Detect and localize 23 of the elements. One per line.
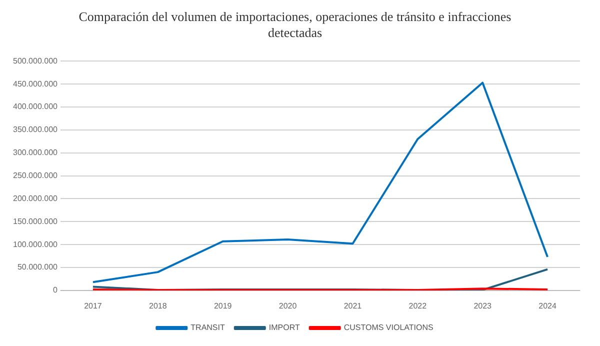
x-tick-label: 2020 (278, 301, 298, 310)
x-tick-label: 2018 (149, 301, 168, 310)
legend-label: TRANSIT (190, 323, 225, 332)
legend-label: CUSTOMS VIOLATIONS (344, 323, 434, 332)
y-tick-label: 200.000.000 (12, 194, 58, 203)
y-tick-label: 350.000.000 (12, 125, 58, 134)
x-tick-label: 2022 (408, 301, 428, 310)
y-tick-label: 250.000.000 (12, 171, 58, 180)
y-tick-label: 400.000.000 (12, 102, 58, 112)
y-tick-label: 0 (53, 286, 58, 295)
y-tick-label: 50.000.000 (17, 262, 58, 272)
x-tick-label: 2021 (344, 301, 362, 310)
x-tick-label: 2024 (538, 301, 557, 310)
y-tick-label: 150.000.000 (12, 216, 58, 226)
legend-label: IMPORT (268, 323, 300, 332)
y-tick-label: 450.000.000 (12, 79, 58, 88)
x-tick-label: 2019 (214, 301, 232, 310)
y-tick-label: 100.000.000 (12, 240, 58, 249)
y-tick-label: 500.000.000 (12, 56, 58, 66)
x-tick-label: 2017 (84, 301, 102, 310)
y-tick-label: 300.000.000 (12, 148, 58, 158)
x-tick-label: 2023 (474, 301, 492, 310)
chart-title: Comparación del volumen de importaciones, operaciones de tránsito e infracciones detectadas (78, 9, 512, 40)
